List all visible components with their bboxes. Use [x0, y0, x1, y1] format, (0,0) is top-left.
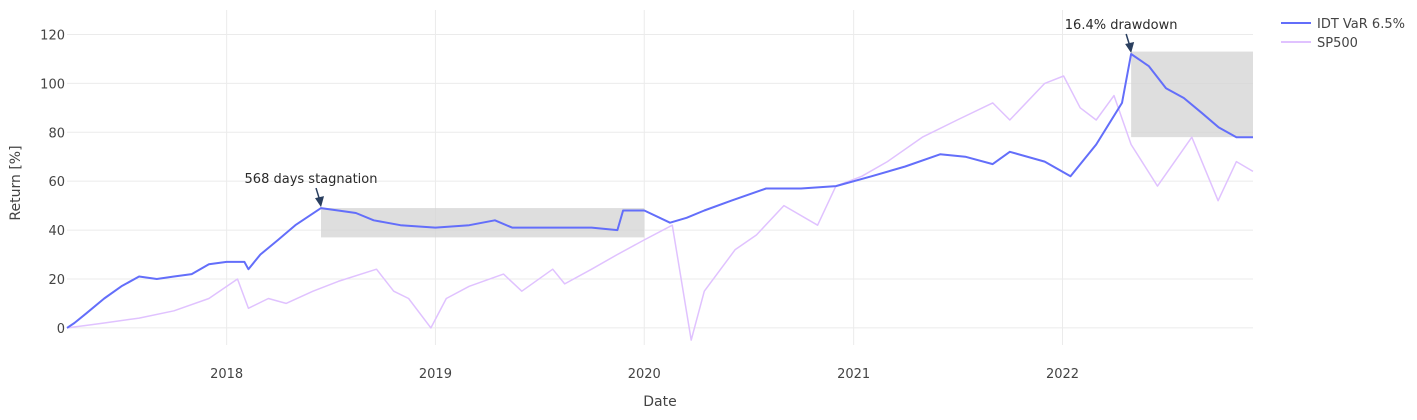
x-tick-label: 2020 [628, 367, 661, 382]
annotation-arrowhead [315, 196, 325, 208]
y-tick-label: 80 [48, 126, 65, 141]
y-tick-label: 0 [57, 322, 65, 337]
annotation-label: 16.4% drawdown [1065, 18, 1178, 33]
x-tick-label: 2022 [1046, 367, 1079, 382]
x-tick-label: 2018 [210, 367, 243, 382]
highlight-rect [1131, 51, 1253, 138]
x-tick-label: 2021 [837, 367, 870, 382]
legend-item-label[interactable]: SP500 [1317, 36, 1358, 51]
x-tick-label: 2019 [419, 367, 452, 382]
annotation-arrowhead [1125, 42, 1135, 54]
legend-item-label[interactable]: IDT VaR 6.5% [1317, 17, 1405, 32]
annotations: 568 days stagnation 16.4% drawdown [245, 18, 1178, 208]
annotation-label: 568 days stagnation [245, 172, 378, 187]
y-tick-label: 20 [48, 273, 65, 288]
y-tick-label: 120 [40, 28, 65, 43]
highlight-rects [321, 51, 1253, 238]
legend[interactable]: IDT VaR 6.5% SP500 [1281, 17, 1405, 51]
grid [67, 10, 1253, 345]
y-tick-label: 40 [48, 224, 65, 239]
y-tick-label: 60 [48, 175, 65, 190]
idt-series-line [66, 53, 1253, 329]
y-axis-title: Return [%] [8, 145, 24, 220]
y-tick-label: 100 [40, 77, 65, 92]
x-axis-title: Date [643, 394, 676, 410]
sp500-series-line [66, 75, 1254, 341]
axes: 0 20 40 60 80 100 120 2018 2019 2020 2021 2022 [40, 28, 1079, 382]
series-lines [66, 53, 1254, 341]
